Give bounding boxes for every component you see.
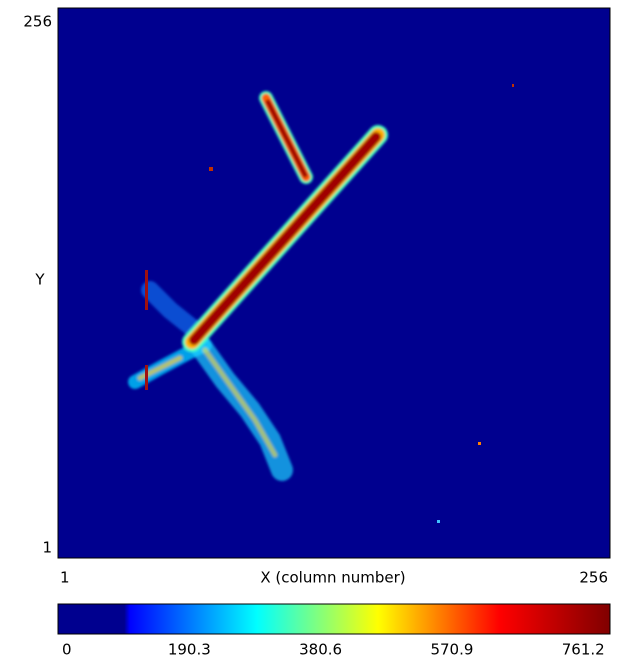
hot-pixel (437, 520, 440, 523)
hot-pixel (478, 442, 481, 445)
track (189, 132, 381, 345)
spray (141, 281, 204, 339)
plot-area (58, 8, 610, 558)
x-tick-label: 256 (579, 569, 608, 587)
hot-pixels (145, 84, 514, 523)
colorbar-tick-label: 380.6 (299, 641, 342, 659)
y-axis-label: Y (34, 271, 45, 289)
hot-pixel (145, 270, 148, 310)
spray (202, 347, 278, 458)
colorbar-tick-label: 761.2 (562, 641, 605, 659)
x-axis-label: X (column number) (260, 569, 405, 587)
x-tick-label: 1 (60, 569, 70, 587)
colorbar-tick-label: 570.9 (430, 641, 473, 659)
plot-frame (57, 7, 611, 559)
colorbar (57, 603, 611, 635)
hot-pixel (512, 84, 514, 87)
colorbar-tick-label: 190.3 (168, 641, 211, 659)
track (265, 99, 308, 178)
colorbar-tick-label: 0 (62, 641, 72, 659)
hot-pixel (145, 365, 148, 390)
y-tick-label: 256 (23, 13, 52, 31)
tracks (128, 91, 388, 481)
hot-pixel (209, 167, 213, 171)
y-tick-label: 1 (42, 539, 52, 557)
